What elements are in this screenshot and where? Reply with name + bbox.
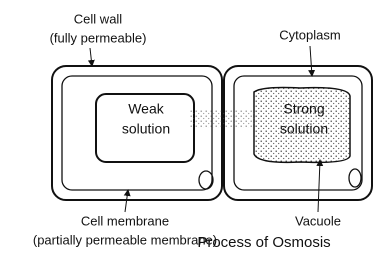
label: Cytoplasm (279, 27, 340, 42)
pointer (87, 47, 95, 67)
pointer (316, 159, 324, 213)
label: solution (280, 121, 328, 137)
label: Vacuole (295, 213, 341, 228)
left-small-vacuole (198, 170, 214, 190)
label: Strong (283, 101, 324, 117)
right-small-vacuole (348, 168, 362, 188)
pointer (123, 189, 131, 213)
right-cell-membrane (233, 75, 363, 191)
label-note: (fully permeable) (50, 30, 147, 45)
cells (51, 65, 373, 201)
caption: Process of Osmosis (197, 234, 330, 251)
right-cell-wall (223, 65, 373, 201)
label: Cell wall (74, 11, 123, 26)
label: Cell membrane (81, 213, 169, 228)
right-vacuole (253, 86, 351, 164)
pointers (87, 45, 324, 213)
left-cell-wall (51, 65, 223, 201)
water-flow (190, 110, 256, 128)
label: Weak (128, 101, 165, 117)
label: solution (122, 121, 170, 137)
pointer (308, 45, 316, 77)
left-cell-membrane (61, 75, 213, 191)
label-note: (partially permeable membrane) (33, 232, 217, 247)
